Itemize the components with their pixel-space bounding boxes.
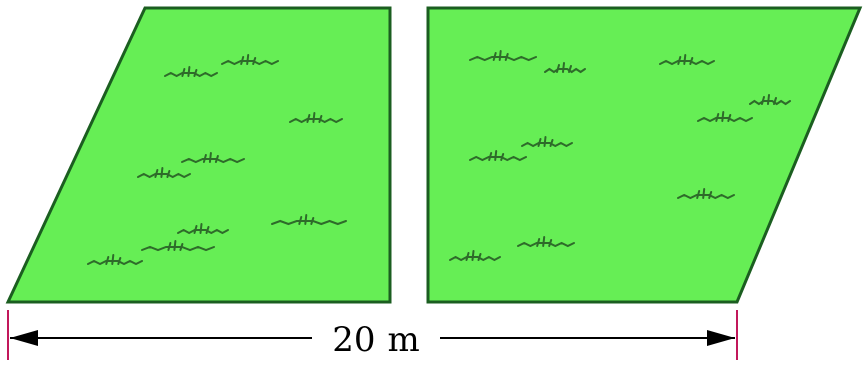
grass-tuft [469, 55, 537, 62]
grass-tuft [271, 219, 347, 226]
grass-blades [181, 66, 198, 77]
grass-tuft [137, 172, 191, 179]
arrowhead-left [10, 330, 38, 346]
dimension-unit: m [388, 320, 420, 360]
grass-tuft [164, 71, 218, 78]
grass-blades [537, 136, 554, 147]
grass-blades [105, 254, 122, 265]
grass-tufts [87, 50, 791, 266]
grass-tuft [544, 67, 586, 74]
grass-tuft [697, 116, 753, 123]
grass-tuft [87, 259, 143, 266]
grass-blades [193, 223, 210, 234]
grass-blades [298, 214, 315, 225]
right-grass-plot [426, 6, 863, 304]
grass-tuft [221, 59, 279, 66]
grass-blades [240, 54, 257, 65]
grass-blades [202, 152, 219, 163]
grass-tuft [659, 59, 715, 66]
grass-blades [761, 94, 777, 105]
dimension-label: 20 m [332, 320, 420, 360]
grass-blades [556, 62, 572, 73]
grass-blades [465, 250, 482, 261]
grass-tuft [521, 141, 573, 148]
grass-tuft [449, 255, 501, 262]
grass-blades [715, 111, 732, 122]
grass-tuft [181, 157, 245, 164]
grass-tuft [141, 245, 215, 252]
grass-tuft [749, 99, 791, 106]
grass-blades [696, 188, 713, 199]
grass-tuft [177, 228, 229, 235]
grass-blades [488, 150, 505, 161]
dimension-line: 20 m [7, 310, 738, 360]
grass-tuft [677, 193, 735, 200]
left-grass-plot [5, 6, 392, 304]
grass-tuft [517, 241, 575, 248]
grass-blades [167, 240, 184, 251]
grass-blades [536, 236, 553, 247]
grass-blades [677, 54, 694, 65]
grass-tuft [469, 155, 527, 162]
grass-blades [492, 50, 509, 61]
grass-blades [154, 167, 171, 178]
grass-tuft [289, 117, 343, 124]
dimension-value: 20 [332, 320, 375, 360]
grass-blades [306, 112, 323, 123]
arrowhead-right [707, 330, 735, 346]
